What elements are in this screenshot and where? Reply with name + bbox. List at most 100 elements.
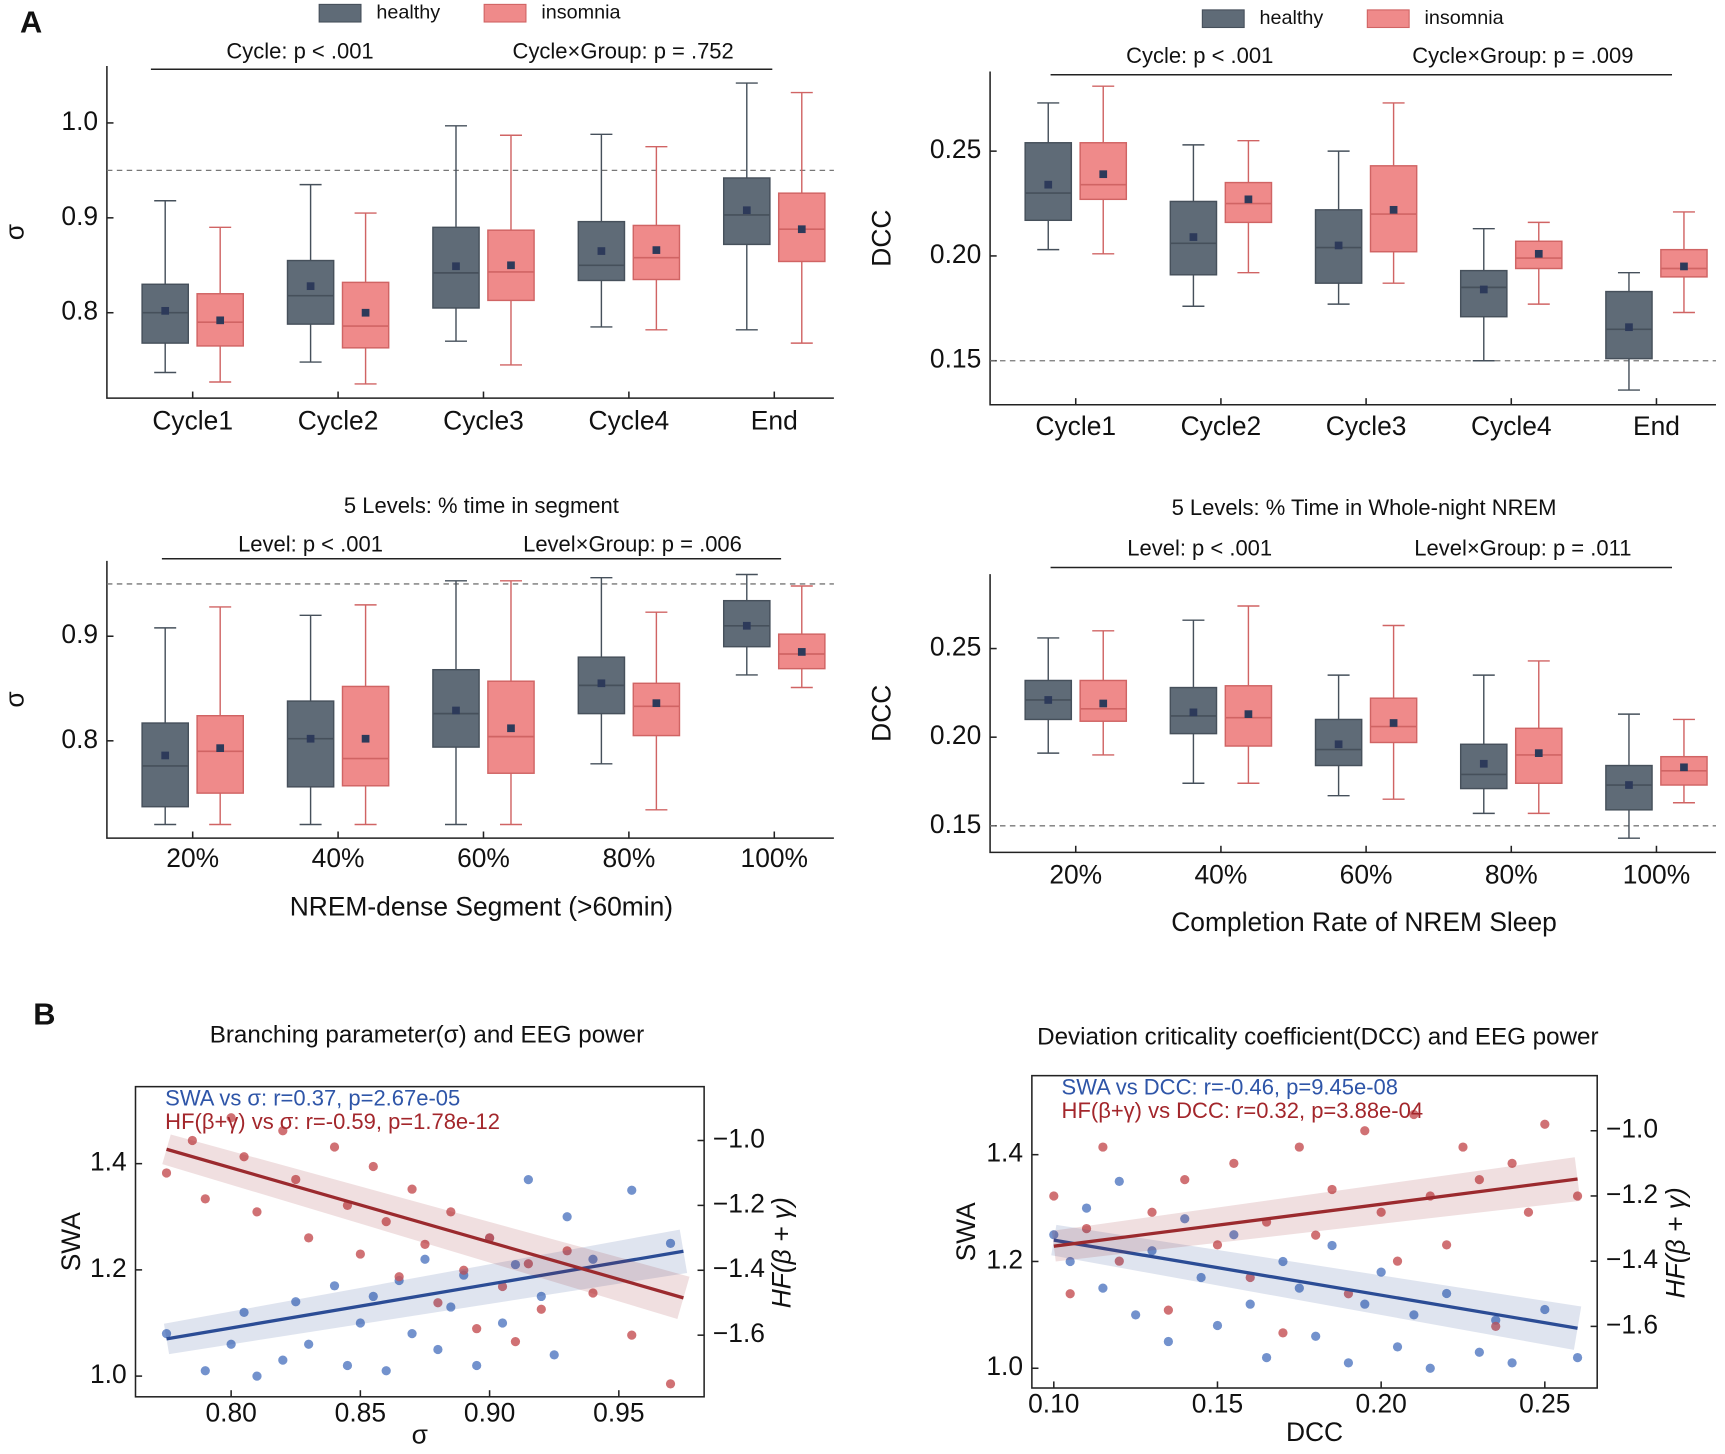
x-tick-label: 80%: [602, 843, 655, 873]
scatter-point: [1442, 1240, 1452, 1250]
scatter-point: [1376, 1207, 1386, 1217]
chart-title: Branching parameter(σ) and EEG power: [210, 1021, 644, 1048]
mean: [452, 262, 460, 271]
mean: [742, 206, 751, 215]
mean: [1479, 285, 1488, 294]
box: [286, 700, 335, 788]
scatter-point: [433, 1344, 443, 1355]
mean: [1389, 205, 1398, 214]
scatter-point: [446, 1302, 456, 1312]
mean: [1680, 763, 1688, 772]
y2-tick-label: −1.4: [1606, 1244, 1658, 1274]
scatter-point: [239, 1307, 249, 1317]
x-tick-label: 40%: [1195, 860, 1248, 890]
scatter-point: [1163, 1336, 1173, 1347]
mean: [216, 316, 225, 325]
legend-label: healthy: [1260, 7, 1324, 29]
mean: [1334, 241, 1343, 250]
y2-tick-label: −1.2: [713, 1188, 765, 1218]
y-tick-label: 1.4: [90, 1147, 127, 1177]
x-tick-label: 0.25: [1519, 1389, 1570, 1419]
y-axis-label: σ: [0, 224, 30, 240]
scatter-point: [1114, 1176, 1124, 1186]
scatter-point: [1474, 1175, 1484, 1185]
scatter-point: [1360, 1299, 1370, 1309]
mean: [1244, 710, 1253, 718]
scatter-point: [420, 1239, 430, 1249]
scatter-point: [536, 1304, 546, 1314]
scatter-point: [1311, 1230, 1321, 1240]
y-tick-label: 1.0: [61, 106, 98, 136]
chart-title: 5 Levels: % Time in Whole-night NREM: [1172, 495, 1557, 520]
y2-tick-label: −1.4: [713, 1253, 765, 1283]
scatter-point: [1147, 1207, 1157, 1217]
mean: [1044, 696, 1053, 704]
x-tick-label: 0.90: [464, 1397, 515, 1427]
annotation: HF(β+γ) vs σ: r=-0.59, p=1.78e-12: [165, 1109, 500, 1134]
y-tick-label: 1.2: [986, 1244, 1023, 1274]
scatter-point: [161, 1168, 172, 1178]
scatter-point: [1327, 1240, 1337, 1251]
scatter-point: [1523, 1207, 1534, 1217]
scatter-point: [407, 1184, 417, 1194]
y2-tick-label: −1.0: [1606, 1114, 1658, 1144]
y-tick-label: 0.8: [61, 296, 98, 326]
scatter-point: [368, 1161, 378, 1172]
legend-swatch: [483, 3, 527, 23]
mean: [1189, 708, 1198, 717]
scatter-point: [1229, 1230, 1239, 1240]
scatter-point: [1229, 1158, 1239, 1168]
y-tick-label: 1.2: [90, 1253, 127, 1283]
scatter-point: [1491, 1321, 1501, 1332]
fit-line: [166, 1147, 684, 1300]
mean: [216, 744, 225, 752]
mean: [742, 621, 751, 630]
y2-tick-label: −1.0: [713, 1123, 765, 1153]
scatter-point: [1343, 1358, 1354, 1368]
y-axis-label: SWA: [951, 1202, 981, 1262]
y-tick-label: 0.9: [61, 619, 98, 649]
scatter-point: [381, 1216, 391, 1227]
x-tick-label: 60%: [457, 843, 510, 873]
mean: [1625, 781, 1633, 789]
scatter-point: [342, 1360, 353, 1371]
mean: [306, 734, 315, 743]
x-axis-label: Completion Rate of NREM Sleep: [1171, 907, 1557, 937]
x-tick-label: Cycle4: [589, 405, 670, 435]
annotation: Level: p < .001: [1127, 536, 1272, 561]
mean: [1479, 759, 1488, 768]
scatter-point: [588, 1254, 598, 1264]
axis-spine: [106, 65, 834, 399]
mean: [1189, 233, 1198, 241]
annotation: Cycle×Group: p = .009: [1412, 43, 1633, 68]
scatter-point: [1147, 1246, 1157, 1256]
plot-frame: [1031, 1074, 1598, 1389]
scatter-point: [1392, 1256, 1403, 1266]
scatter-point: [549, 1350, 559, 1360]
annotation: Level×Group: p = .011: [1414, 536, 1631, 561]
fit-line: [1053, 1177, 1578, 1248]
legend-label: insomnia: [1425, 7, 1504, 29]
scatter-point: [523, 1259, 533, 1269]
x-tick-label: 80%: [1485, 860, 1538, 890]
confidence-band: [162, 1134, 690, 1319]
scatter-point: [1507, 1158, 1517, 1168]
box: [1514, 240, 1563, 270]
scatter-point: [1098, 1142, 1108, 1152]
box: [1605, 290, 1653, 360]
scatter-point: [627, 1330, 637, 1340]
scatter-point: [1294, 1283, 1304, 1293]
scatter-point: [407, 1328, 417, 1339]
scatter-point: [665, 1238, 676, 1248]
x-tick-label: 0.80: [205, 1397, 256, 1427]
y-tick-label: 0.15: [930, 344, 981, 374]
scatter-point: [1425, 1363, 1435, 1373]
x-tick-label: Cycle1: [1035, 411, 1116, 441]
scatter-point: [1114, 1256, 1124, 1266]
scatter-point: [1081, 1223, 1092, 1234]
scatter-point: [1081, 1203, 1092, 1213]
scatter-point: [536, 1291, 546, 1302]
scatter-point: [1163, 1305, 1173, 1315]
mean: [1334, 740, 1343, 749]
